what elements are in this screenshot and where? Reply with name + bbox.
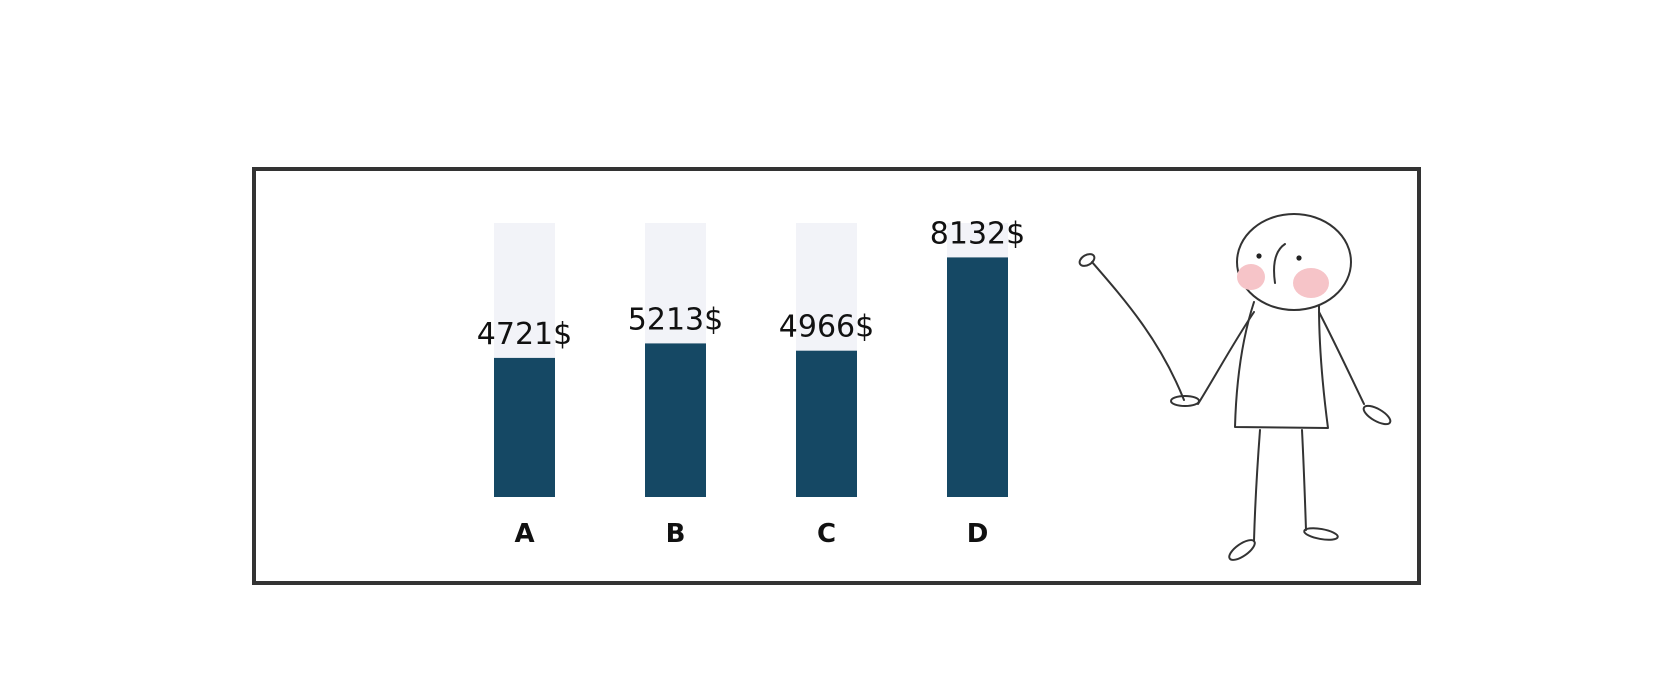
figure-cheek-right (1293, 268, 1329, 298)
figure-hand-raised (1078, 253, 1096, 267)
bar-a (494, 357, 555, 497)
category-label-c: C (817, 519, 836, 549)
data-label-c: 4966$ (779, 310, 874, 345)
figure-foot-right (1303, 527, 1339, 541)
bar-b (645, 343, 706, 497)
figure-foot-left (1228, 539, 1256, 561)
figure-body (1234, 301, 1329, 429)
category-label-a: A (514, 519, 534, 549)
bar-group: 4721$ A 5213$ B 4966$ C 8132$ D (477, 216, 1025, 549)
figure-forearm-pointing (1091, 261, 1185, 401)
figure-leg-left (1253, 429, 1261, 542)
figure-hand-right (1362, 404, 1392, 426)
figure-arm-right (1318, 311, 1365, 405)
figure-hand-elbow (1170, 395, 1200, 407)
figure-eye-left (1256, 253, 1262, 259)
data-label-a: 4721$ (477, 317, 572, 352)
figure-head (1236, 213, 1352, 311)
figure-hair-strand (1273, 243, 1286, 284)
bar-c (796, 350, 857, 497)
figure-eye-right (1296, 255, 1302, 261)
data-label-d: 8132$ (930, 216, 1025, 251)
data-label-b: 5213$ (628, 302, 723, 337)
figure-leg-right (1301, 429, 1307, 531)
figure-cheek-left (1237, 264, 1265, 290)
category-label-b: B (666, 519, 686, 549)
category-label-d: D (967, 519, 989, 549)
figure-arm-pointing (1197, 311, 1255, 405)
bar-d (947, 257, 1008, 497)
stick-figure-presenter-icon (1078, 213, 1392, 561)
